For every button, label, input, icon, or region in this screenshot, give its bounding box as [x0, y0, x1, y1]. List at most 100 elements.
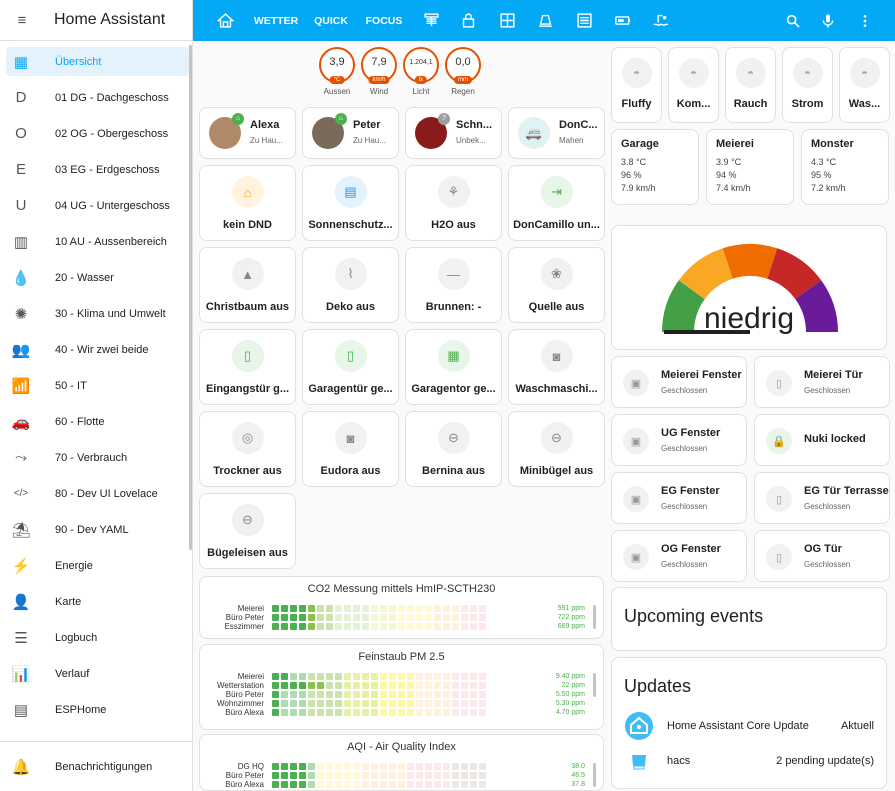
entity-tile[interactable]: ▲ Christbaum aus	[199, 247, 296, 323]
contact-sensor-card[interactable]: ▯ Meierei Tür Geschlossen	[754, 356, 890, 408]
sidebar-item-9[interactable]: 📶 50 - IT	[6, 371, 189, 400]
entity-tile[interactable]: ⊖ Bügeleisen aus	[199, 493, 296, 569]
sidebar-item-notifications[interactable]: 🔔 Benachrichtigungen	[6, 752, 189, 781]
entity-tile[interactable]: ⚘ H2O aus	[405, 165, 502, 241]
tab-focus[interactable]: FOCUS	[365, 14, 403, 27]
person-card[interactable]: ? Schn... Unbek...	[405, 107, 502, 159]
sensor-badge[interactable]: 7,9 km/h Wind	[361, 47, 397, 96]
heatmap-cell	[272, 763, 279, 770]
weather-station-card[interactable]: Garage 3.8 °C 96 % 7.9 km/h	[611, 129, 699, 205]
sidebar-scrollbar[interactable]	[189, 45, 192, 550]
status-tile[interactable]: ◓ Strom	[782, 47, 833, 123]
sensor-badge[interactable]: 1.204,1 lx Licht	[403, 47, 439, 96]
heatmap-scrollbar[interactable]	[593, 673, 596, 697]
list-status-icon[interactable]	[572, 0, 596, 41]
person-card[interactable]: 🚐 DonC... Mahen	[508, 107, 605, 159]
heatmap-cell	[317, 763, 324, 770]
entity-tile[interactable]: ▤ Sonnenschutz...	[302, 165, 399, 241]
status-tile[interactable]: ◓ Rauch	[725, 47, 776, 123]
entity-tile[interactable]: ▯ Garagentür ge...	[302, 329, 399, 405]
entity-tile[interactable]: — Brunnen: -	[405, 247, 502, 323]
entity-tile[interactable]: ▯ Eingangstür g...	[199, 329, 296, 405]
sensor-badge[interactable]: 3,9 °C Aussen	[319, 47, 355, 96]
sidebar-item-17[interactable]: 📊 Verlauf	[6, 659, 189, 688]
entity-tile[interactable]: ⌂ kein DND	[199, 165, 296, 241]
entity-tile[interactable]: ▦ Garagentor ge...	[405, 329, 502, 405]
sidebar-item-7[interactable]: ✺ 30 - Klima und Umwelt	[6, 299, 189, 328]
sidebar-item-15[interactable]: 👤 Karte	[6, 587, 189, 616]
heatmap-scrollbar[interactable]	[593, 605, 596, 629]
update-row-core[interactable]: Home Assistant Core Update Aktuell	[624, 711, 874, 741]
sidebar-item-13[interactable]: ⛱ 90 - Dev YAML	[6, 515, 189, 544]
heatmap-row-value: 22 ppm	[561, 682, 585, 689]
heatmap-scrollbar[interactable]	[593, 763, 596, 787]
sidebar-item-16[interactable]: ☰ Logbuch	[6, 623, 189, 652]
gauge-card[interactable]: niedrig	[611, 225, 887, 350]
updates-card[interactable]: Updates Home Assistant Core Update Aktue…	[611, 657, 887, 789]
search-icon[interactable]	[781, 0, 805, 41]
sidebar-item-2[interactable]: O 02 OG - Obergeschoss	[6, 119, 189, 148]
sidebar-item-10[interactable]: 🚗 60 - Flotte	[6, 407, 189, 436]
contact-sensor-card[interactable]: ▣ UG Fenster Geschlossen	[611, 414, 747, 466]
update-row-hacs[interactable]: hacs 2 pending update(s)	[624, 746, 874, 776]
sidebar-item-1[interactable]: D 01 DG - Dachgeschoss	[6, 83, 189, 112]
sidebar-item-4[interactable]: U 04 UG - Untergeschoss	[6, 191, 189, 220]
upcoming-events-card[interactable]: Upcoming events	[611, 587, 887, 651]
window-icon[interactable]	[495, 0, 519, 41]
heatmap-cell	[470, 781, 477, 788]
heatmap-cell	[389, 781, 396, 788]
heatmap-card[interactable]: AQI - Air Quality Index DG HQ 38.0 Büro Pet…	[199, 734, 604, 791]
tab-quick[interactable]: QUICK	[314, 14, 348, 27]
entity-tile[interactable]: ⌇ Deko aus	[302, 247, 399, 323]
contact-sensor-card[interactable]: ▯ OG Tür Geschlossen	[754, 530, 890, 582]
blinds-icon[interactable]	[419, 0, 443, 41]
heatmap-cell	[308, 700, 315, 707]
sidebar-item-14[interactable]: ⚡ Energie	[6, 551, 189, 580]
person-card[interactable]: ⌂ Peter Zu Hau...	[302, 107, 399, 159]
heatmap-card[interactable]: Feinstaub PM 2.5 Meierei 9.40 ppm Wettersta…	[199, 644, 604, 730]
contact-sensor-card[interactable]: ▣ OG Fenster Geschlossen	[611, 530, 747, 582]
entity-tile[interactable]: ⇥ DonCamillo un...	[508, 165, 605, 241]
status-tile[interactable]: ◓ Fluffy	[611, 47, 662, 123]
entity-tile[interactable]: ◙ Eudora aus	[302, 411, 399, 487]
entity-tile[interactable]: ⊖ Minibügel aus	[508, 411, 605, 487]
lightning-icon: ⚡	[11, 557, 31, 575]
sidebar-item-0[interactable]: ▦ Übersicht	[6, 47, 189, 76]
status-tile[interactable]: ◓ Was...	[839, 47, 890, 123]
more-vertical-icon[interactable]	[853, 0, 877, 41]
lock-open-icon[interactable]	[456, 0, 480, 41]
entity-tile[interactable]: ⊖ Bernina aus	[405, 411, 502, 487]
contact-sensor-card[interactable]: ▣ EG Fenster Geschlossen	[611, 472, 747, 524]
microphone-icon[interactable]	[816, 0, 840, 41]
contact-sensor-card[interactable]: ▯ EG Tür Terrasse Geschlossen	[754, 472, 890, 524]
sidebar-item-3[interactable]: E 03 EG - Erdgeschoss	[6, 155, 189, 184]
battery-icon[interactable]	[611, 0, 635, 41]
sidebar-item-11[interactable]: ⤳ 70 - Verbrauch	[6, 443, 189, 472]
heatmap-cell	[443, 623, 450, 630]
person-card[interactable]: ⌂ Alexa Zu Hau...	[199, 107, 296, 159]
tab-wetter[interactable]: WETTER	[253, 14, 299, 27]
home-icon[interactable]	[213, 0, 237, 41]
entity-tile[interactable]: ◎ Trockner aus	[199, 411, 296, 487]
sidebar-item-12[interactable]: </> 80 - Dev UI Lovelace	[6, 479, 189, 508]
window-closed-icon: ▣	[623, 486, 649, 512]
badge-unit: °C	[329, 76, 345, 84]
sidebar-item-6[interactable]: 💧 20 - Wasser	[6, 263, 189, 292]
sensor-state: Geschlossen	[661, 560, 708, 569]
entity-tile[interactable]: ❀ Quelle aus	[508, 247, 605, 323]
pool-icon[interactable]	[649, 0, 673, 41]
contact-sensor-card[interactable]: 🔒 Nuki locked	[754, 414, 890, 466]
heatmap-card[interactable]: CO2 Messung mittels HmIP-SCTH230 Meierei 5…	[199, 576, 604, 639]
entity-tile[interactable]: ◙ Waschmaschi...	[508, 329, 605, 405]
heatmap-cell	[371, 691, 378, 698]
sidebar-item-18[interactable]: ▤ ESPHome	[6, 695, 189, 724]
menu-open-icon[interactable]: ≡	[17, 11, 27, 29]
contact-sensor-card[interactable]: ▣ Meierei Fenster Geschlossen	[611, 356, 747, 408]
weather-station-card[interactable]: Monster 4.3 °C 95 % 7.2 km/h	[801, 129, 889, 205]
sidebar-item-8[interactable]: 👥 40 - Wir zwei beide	[6, 335, 189, 364]
weather-station-card[interactable]: Meierei 3.9 °C 94 % 7.4 km/h	[706, 129, 794, 205]
sidebar-item-5[interactable]: ▥ 10 AU - Aussenbereich	[6, 227, 189, 256]
ceiling-light-icon[interactable]	[533, 0, 557, 41]
sensor-badge[interactable]: 0,0 mm Regen	[445, 47, 481, 96]
status-tile[interactable]: ◓ Kom...	[668, 47, 719, 123]
